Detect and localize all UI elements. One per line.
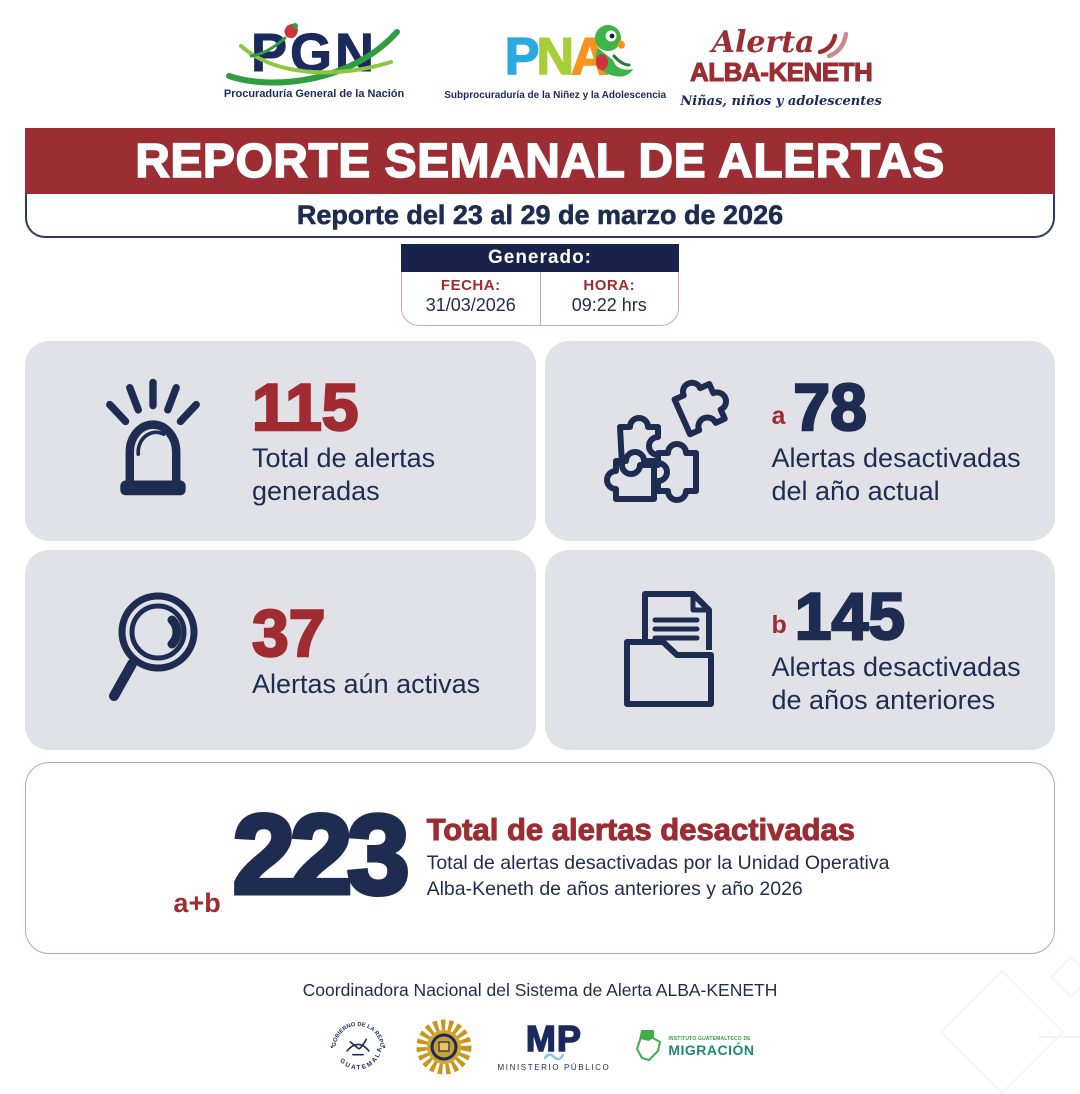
pna-logo: PNA Subprocuraduría de la Niñez y la Ado… [444, 24, 666, 101]
generated-label: Generado: [401, 244, 679, 272]
puzzle-icon [604, 379, 729, 503]
alba-caption: Niñas, niños y adolescentes [680, 94, 882, 109]
fecha-label: FECHA: [440, 277, 501, 294]
card-aun-activas: 37 Alertas aún activas [25, 550, 536, 750]
stat-prefix: b [771, 610, 787, 639]
pna-parrot-icon [595, 25, 634, 77]
total-value: 223 [230, 791, 412, 917]
footer-coordinadora-text: Coordinadora Nacional del Sistema de Ale… [302, 980, 778, 1000]
generated-box: Generado: FECHA: 31/03/2026 HORA: 09:22 … [401, 244, 679, 326]
stat-value: 78 [792, 370, 868, 445]
alba-block-text: ALBA-KENETH [689, 57, 873, 87]
title-banner: REPORTE SEMANAL DE ALERTAS [25, 128, 1055, 194]
stat-label: Alertas desactivadas de años anteriores [771, 652, 1021, 715]
svg-text:GUATEMALA: GUATEMALA [338, 1045, 384, 1071]
medal-badge-icon [416, 1019, 471, 1075]
total-desactivadas-box: a+b 223 Total de alertas desactivadas To… [25, 762, 1055, 954]
migracion-small-text: INSTITUTO GUATEMALTECO DE [668, 1036, 751, 1042]
svg-text:GOBIERNO DE LA REPÚBLICA: GOBIERNO DE LA REPÚBLICA [326, 1015, 385, 1047]
fecha-value: 31/03/2026 [425, 295, 516, 315]
pgn-logo: PGN Procuraduría General de la Nación [223, 23, 405, 100]
report-range-bar: Reporte del 23 al 29 de marzo de 2026 [25, 194, 1055, 238]
total-prefix: a+b [173, 888, 221, 918]
siren-icon [105, 378, 200, 495]
gobierno-guatemala-seal-icon: GOBIERNO DE LA REPÚBLICA GUATEMALA [326, 1015, 385, 1072]
card-alertas-generadas: 115 Total de alertas generadas [25, 341, 536, 541]
footer-logos: GOBIERNO DE LA REPÚBLICA GUATEMALA MP MI… [0, 1013, 1080, 1081]
total-title: Total de alertas desactivadas [426, 812, 856, 848]
stat-value: 115 [251, 370, 360, 445]
header-logos: PGN Procuraduría General de la Nación PN… [0, 0, 1080, 112]
stat-prefix: a [771, 401, 786, 430]
pgn-acronym: PGN [251, 23, 378, 83]
report-range-text: Reporte del 23 al 29 de marzo de 2026 [296, 199, 784, 230]
pna-caption: Subprocuraduría de la Niñez y la Adolesc… [444, 90, 667, 101]
card-desactivadas-anteriores: b 145 Alertas desactivadas de años anter… [544, 550, 1055, 750]
mp-caption: MINISTERIO PÚBLICO [497, 1063, 611, 1072]
pgn-caption: Procuraduría General de la Nación [223, 88, 405, 100]
hora-value: 09:22 hrs [571, 295, 647, 315]
radio-waves-icon [817, 31, 848, 58]
pna-letter-p: P [504, 27, 540, 87]
stat-value: 145 [794, 579, 907, 654]
card-desactivadas-actual: a 78 Alertas desactivadas del año actual [544, 341, 1055, 541]
magnifier-icon [108, 592, 197, 701]
stat-label: Total de alertas generadas [252, 443, 436, 506]
mp-acronym: MP [525, 1018, 582, 1059]
generated-time: HORA: 09:22 hrs [539, 272, 679, 325]
stat-label: Alertas desactivadas del año actual [771, 443, 1021, 506]
mp-wave-icon [543, 1053, 564, 1060]
generated-date: FECHA: 31/03/2026 [402, 272, 540, 325]
alba-script-text: Alerta [711, 25, 815, 60]
stat-value: 37 [251, 595, 327, 670]
hora-label: HORA: [583, 277, 636, 294]
total-description: Total de alertas desactivadas por la Uni… [426, 852, 890, 901]
guatemala-map-icon [636, 1030, 662, 1061]
decor-line [1038, 1036, 1080, 1038]
alba-keneth-logo: Alerta ALBA-KENETH Niñas, niños y adoles… [680, 24, 881, 110]
folder-icon [623, 591, 714, 707]
migracion-logo: INSTITUTO GUATEMALTECO DE MIGRACIÓN [634, 1029, 754, 1065]
migracion-big-text: MIGRACIÓN [668, 1042, 755, 1058]
stat-label: Alertas aún activas [252, 668, 481, 699]
pna-letter-n: N [536, 27, 575, 87]
page-title: REPORTE SEMANAL DE ALERTAS [135, 134, 945, 189]
ministerio-publico-logo: MP MINISTERIO PÚBLICO [497, 1018, 611, 1072]
stats-grid: 115 Total de alertas generadas a 78 Aler… [25, 341, 1055, 750]
